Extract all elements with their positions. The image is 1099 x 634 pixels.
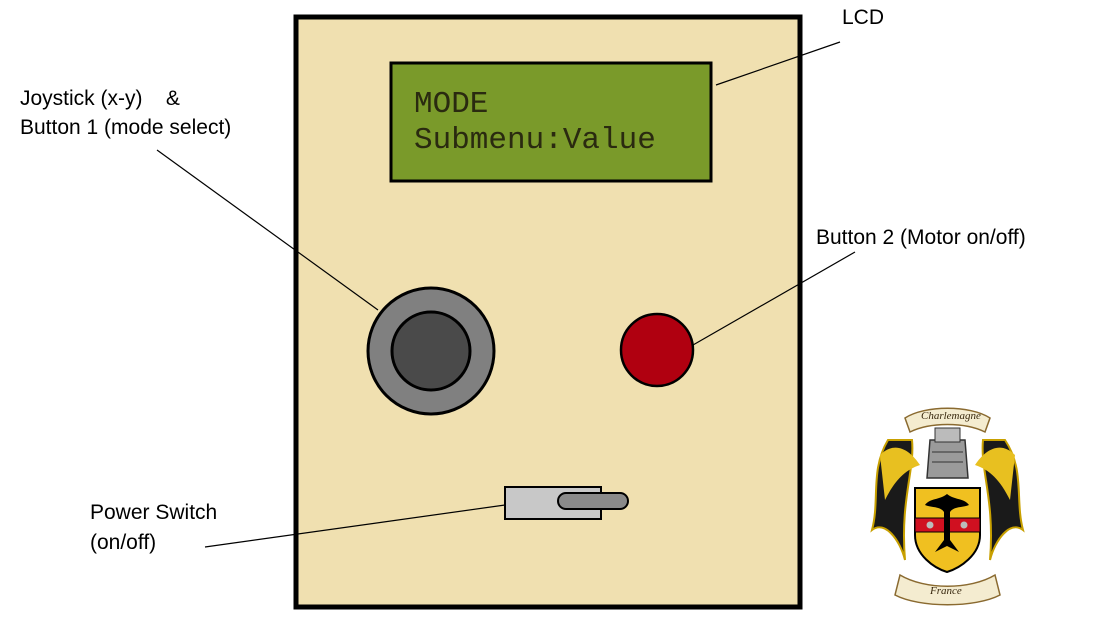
- button2-label: Button 2 (Motor on/off): [816, 226, 1026, 249]
- joystick-label-line-2: Button 1 (mode select): [20, 116, 232, 139]
- button-2[interactable]: [619, 312, 695, 388]
- power-switch-label-line-2: (on/off): [90, 531, 157, 554]
- power-switch-lever[interactable]: [557, 492, 629, 510]
- lcd-line-1: MODE: [414, 87, 489, 122]
- coat-of-arms-image: [870, 407, 1025, 606]
- crest-bottom-banner-text: France: [930, 585, 962, 597]
- joystick-label-line-1: Joystick (x-y) &: [20, 87, 180, 110]
- joystick-leader-line: [156, 149, 379, 311]
- crest-top-banner-text: Charlemagne: [921, 410, 981, 422]
- joystick-knob[interactable]: [390, 310, 472, 392]
- lcd-leader-line: [715, 41, 841, 86]
- lcd-line-2: Submenu:Value: [414, 123, 656, 158]
- lcd-screen: [389, 61, 713, 183]
- button2-leader-line: [692, 251, 856, 346]
- power-switch-label-line-1: Power Switch: [90, 501, 218, 524]
- power-leader-line: [204, 504, 506, 548]
- lcd-label: LCD: [842, 6, 885, 29]
